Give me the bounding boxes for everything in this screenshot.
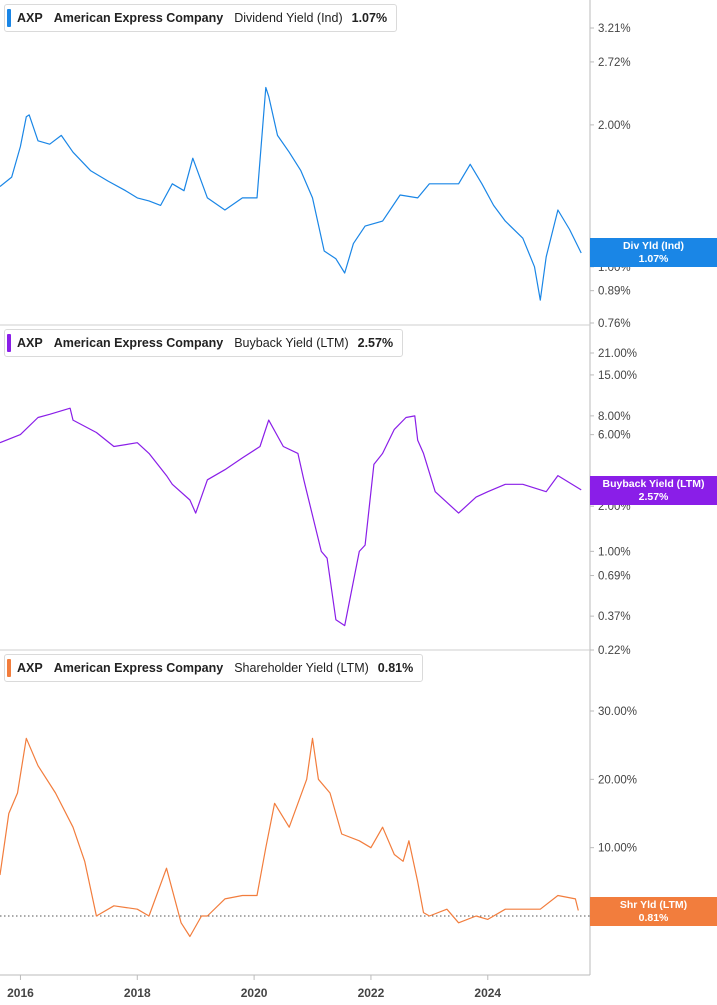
y-tick-label: 3.21% [598,23,631,35]
y-tick-label: 0.89% [598,286,631,298]
shareholder-swatch [7,659,11,677]
y-tick-label: 0.76% [598,318,631,330]
legend-metric: Dividend Yield (Ind) [234,11,343,25]
series-layer [0,86,582,938]
x-tick-label: 2018 [124,986,151,1000]
y-tick-label: 20.00% [598,774,637,786]
y-tick-label: 10.00% [598,843,637,855]
y-tick-label: 8.00% [598,411,631,423]
y-tick-label: 0.37% [598,611,631,623]
y-tick-label: 6.00% [598,430,631,442]
y-tick-label: 1.00% [598,546,631,558]
legend-value: 0.81% [377,661,414,675]
y-tick-label: 2.00% [598,501,631,513]
legend-ticker: AXP [17,661,43,675]
flag-value: 0.81% [638,911,669,924]
x-tick-label: 2022 [358,986,385,1000]
legend-ticker: AXP [17,11,43,25]
flag-label: Buyback Yield (LTM) [602,477,705,490]
y-tick-label: 30.00% [598,706,637,718]
y-tick-label: 15.00% [598,370,637,382]
series-line [0,86,582,301]
dividend-value-flag: Div Yld (Ind) 1.07% [590,238,717,267]
x-tick-label: 2016 [7,986,34,1000]
legend-value: 2.57% [357,336,394,350]
x-tick-label: 2024 [474,986,501,1000]
flag-value: 2.57% [638,490,669,503]
series-line [0,407,582,627]
legend-company: American Express Company [53,336,224,350]
buyback-yield-legend: AXP American Express Company Buyback Yie… [4,329,404,357]
series-line [0,737,579,938]
flag-label: Shr Yld (LTM) [619,898,688,911]
flag-value: 1.07% [638,252,669,265]
legend-company: American Express Company [53,11,224,25]
dividend-swatch [7,9,11,27]
y-tick-label: 2.00% [598,120,631,132]
flag-label: Div Yld (Ind) [622,239,685,252]
y-tick-label: 0.69% [598,571,631,583]
axes-layer: 3.21% 2.72% 2.00% 1.00% 0.89% 0.76% 21.00% 15.0… [0,0,637,1000]
x-tick-label: 2020 [241,986,268,1000]
legend-metric: Buyback Yield (LTM) [234,336,349,350]
dividend-yield-legend: AXP American Express Company Dividend Yi… [4,4,398,32]
y-tick-label: 0.22% [598,645,631,657]
y-tick-label: 21.00% [598,348,637,360]
buyback-swatch [7,334,11,352]
shareholder-value-flag: Shr Yld (LTM) 0.81% [590,897,717,926]
legend-company: American Express Company [53,661,224,675]
y-tick-label: 2.72% [598,57,631,69]
legend-value: 1.07% [351,11,388,25]
legend-ticker: AXP [17,336,43,350]
legend-metric: Shareholder Yield (LTM) [234,661,369,675]
buyback-value-flag: Buyback Yield (LTM) 2.57% [590,476,717,505]
shareholder-yield-legend: AXP American Express Company Shareholder… [4,654,424,682]
